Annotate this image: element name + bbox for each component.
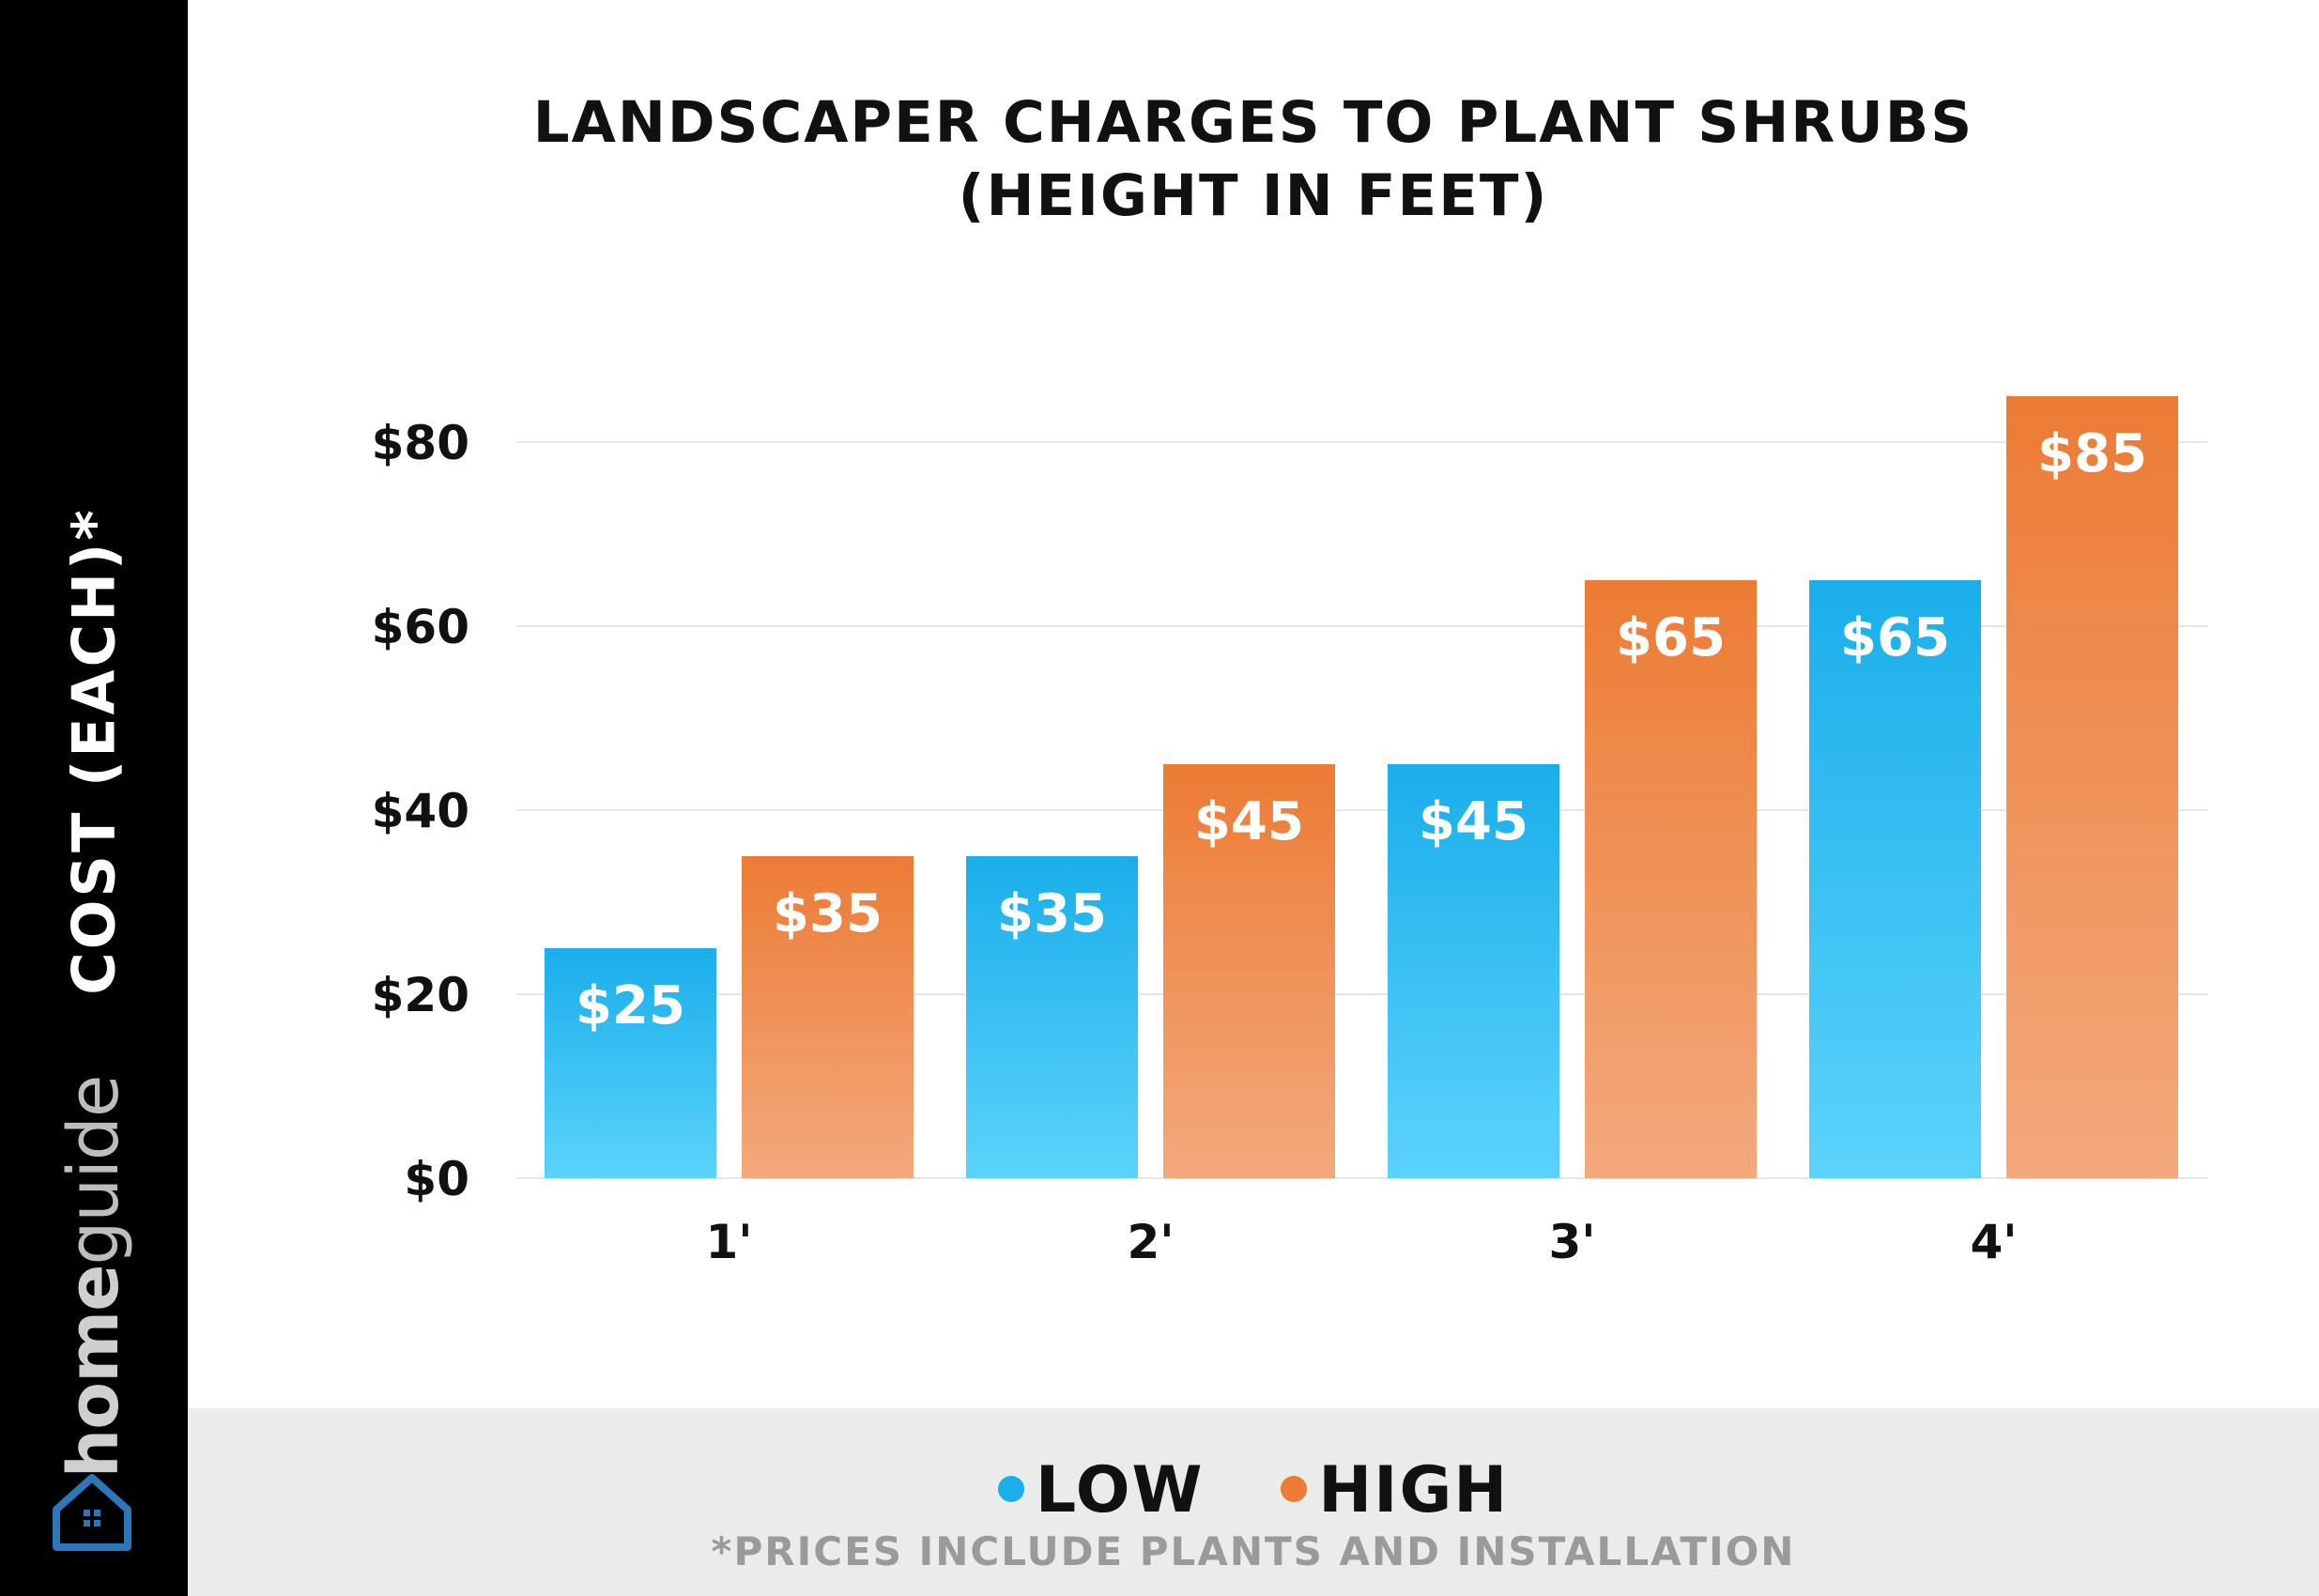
house-icon [53, 1474, 131, 1551]
bar-value-label: $85 [2037, 423, 2147, 484]
y-tick-label: $60 [372, 600, 469, 654]
legend-item-high: HIGH [1281, 1453, 1509, 1527]
bar-value-label: $45 [1419, 791, 1528, 852]
bar-high [2006, 396, 2178, 1178]
footnote: *PRICES INCLUDE PLANTS AND INSTALLATION [711, 1528, 1796, 1574]
y-tick-label: $80 [372, 416, 469, 470]
legend-high-dot [1281, 1476, 1308, 1502]
y-tick-label: $40 [372, 784, 469, 838]
chart-title-line1: LANDSCAPER CHARGES TO PLANT SHRUBS [532, 89, 1974, 156]
bar-high [1163, 764, 1335, 1178]
legend-item-low: LOW [997, 1453, 1205, 1527]
bar-value-label: $65 [1840, 607, 1950, 668]
legend: LOW HIGH [188, 1453, 2319, 1527]
y-tick-label: $20 [372, 968, 469, 1022]
chart-title-line2: (HEIGHT IN FEET) [958, 162, 1549, 229]
bar-value-label: $65 [1616, 607, 1726, 668]
bars: $25 $35 $35 $45 $45 $65 $65 $85 [545, 396, 2178, 1178]
bar-low [966, 856, 1138, 1178]
bar-value-label: $35 [997, 883, 1107, 944]
footer-band [188, 1408, 2319, 1596]
bar-low [1388, 764, 1559, 1178]
bar-high [1585, 580, 1757, 1178]
x-tick-label: 3' [1548, 1215, 1595, 1269]
y-tick-label: $0 [404, 1152, 469, 1206]
bar-low [545, 948, 716, 1178]
bar-value-label: $45 [1194, 791, 1304, 852]
sidebar: COST (EACH)* homeguide [0, 0, 188, 1596]
legend-high-label: HIGH [1318, 1453, 1510, 1527]
y-axis-ticks: $0 $20 $40 $60 $80 [372, 416, 469, 1206]
bar-value-label: $35 [773, 883, 883, 944]
bar-low [1809, 580, 1981, 1178]
x-tick-label: 4' [1970, 1215, 2017, 1269]
bar-high [742, 856, 914, 1178]
x-axis-ticks: 1' 2' 3' 4' [705, 1215, 2017, 1269]
chart-title: LANDSCAPER CHARGES TO PLANT SHRUBS (HEIG… [188, 86, 2319, 233]
legend-low-dot [997, 1476, 1024, 1502]
x-tick-label: 2' [1127, 1215, 1174, 1269]
bar-value-label: $25 [576, 975, 685, 1036]
legend-low-label: LOW [1035, 1453, 1205, 1527]
bar-chart: $0$20$40$60$80 $25$35 $35$45 $45$65 $65$85 … [372, 396, 2208, 1269]
x-tick-label: 1' [705, 1215, 752, 1269]
